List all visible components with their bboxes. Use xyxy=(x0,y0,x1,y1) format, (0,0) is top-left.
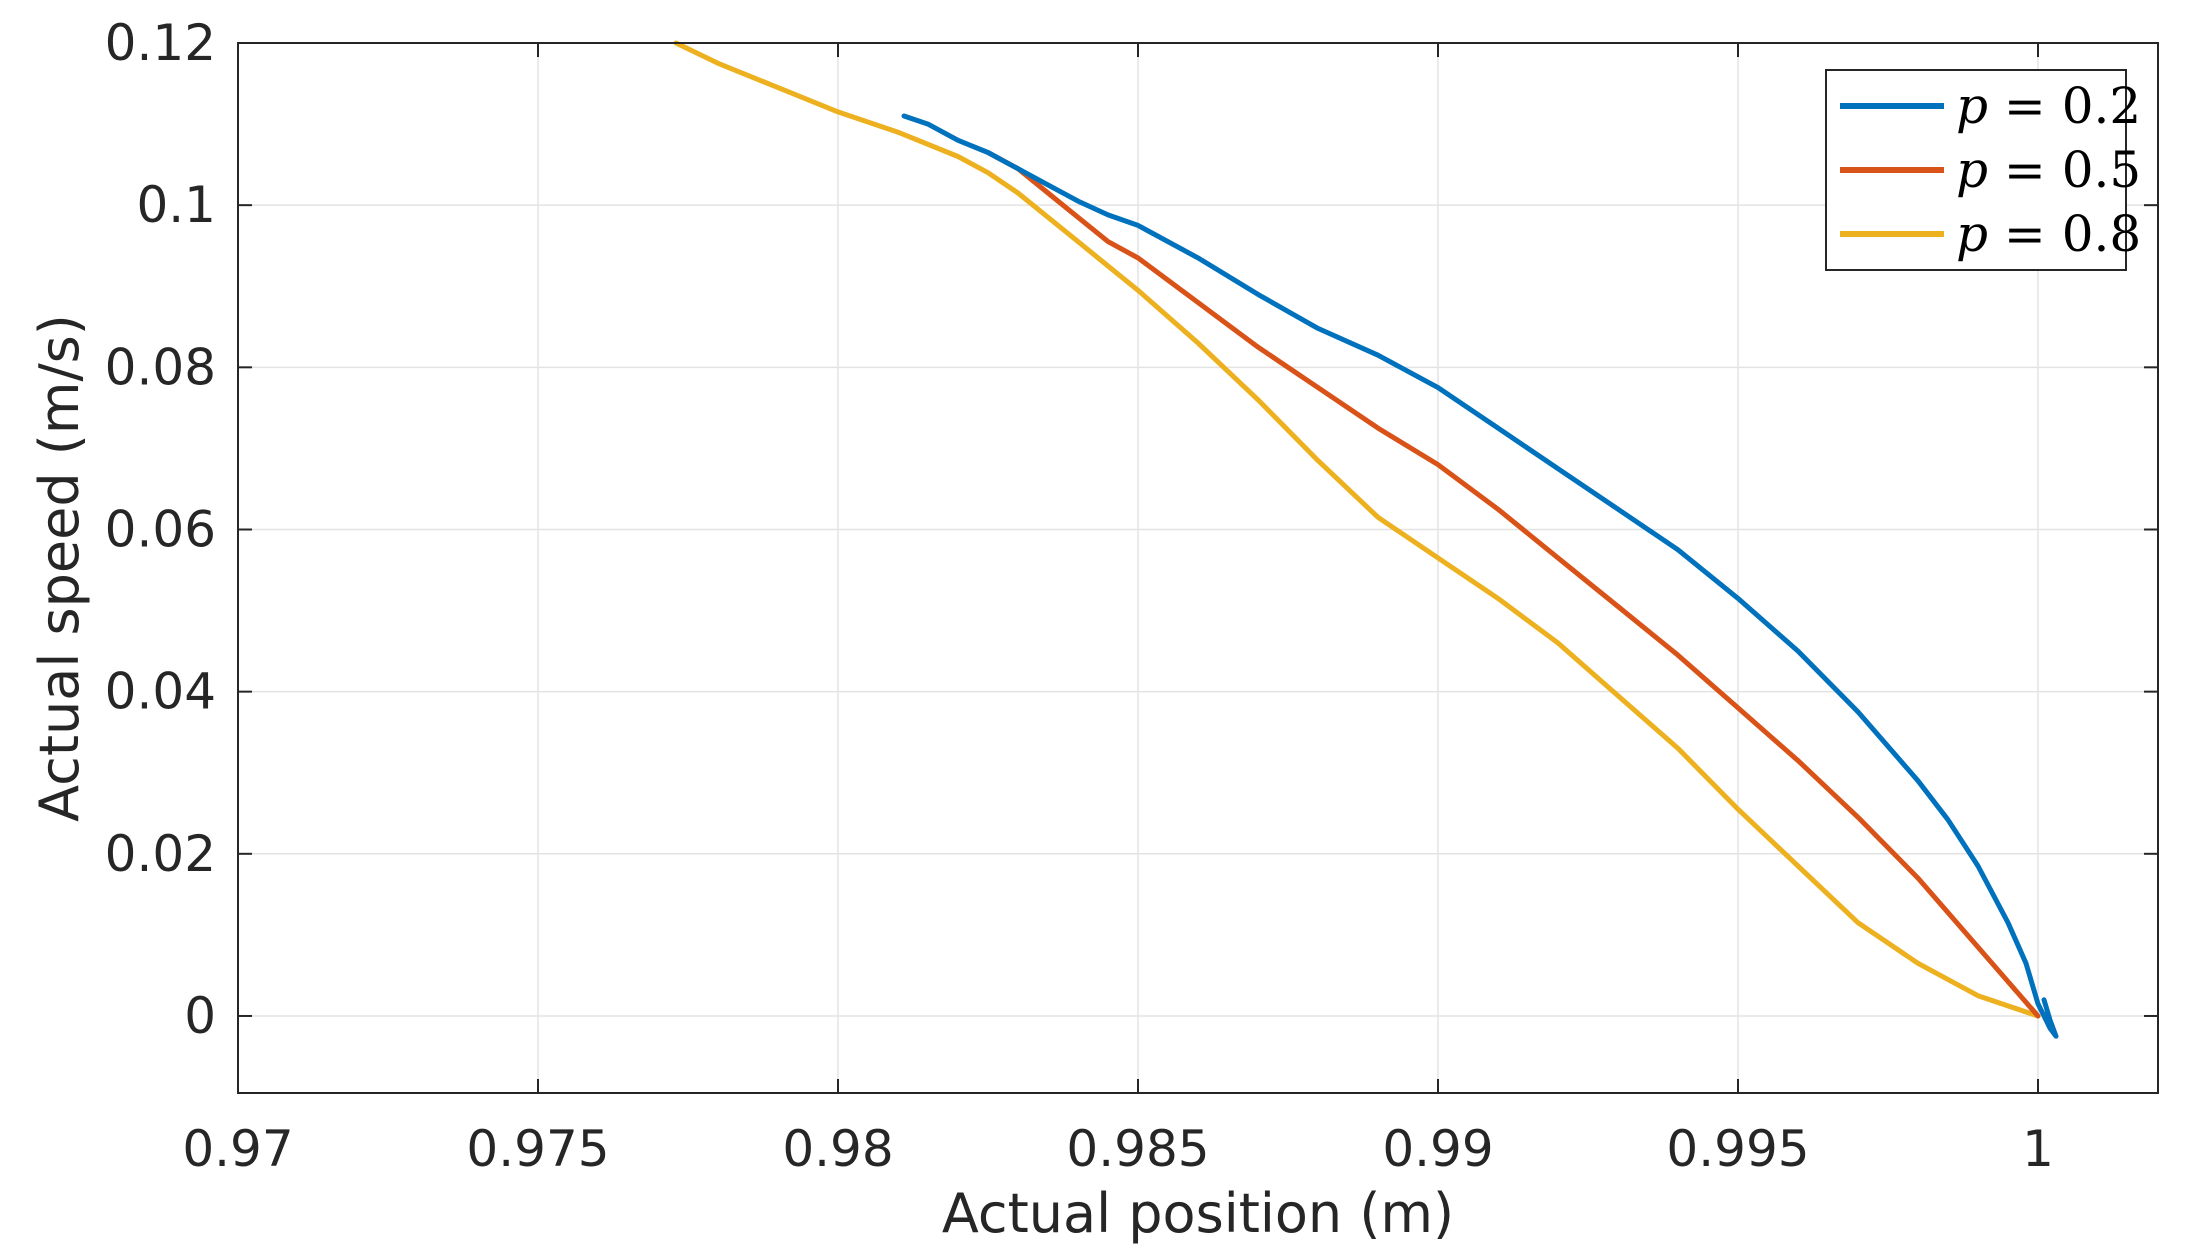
x-axis-title: Actual position (m) xyxy=(942,1182,1454,1245)
x-tick-labels: 0.97 0.975 0.98 0.985 0.99 0.995 1 xyxy=(182,1120,2054,1178)
legend-label: p = 0.5 xyxy=(1956,141,2141,199)
x-tick-label: 0.98 xyxy=(782,1120,893,1178)
y-tick-label: 0.04 xyxy=(105,663,216,721)
legend: p = 0.2 p = 0.5 p = 0.8 xyxy=(1825,69,2141,271)
y-axis-title: Actual speed (m/s) xyxy=(28,314,91,822)
series-line-2 xyxy=(673,40,2041,1019)
legend-label: p = 0.8 xyxy=(1956,205,2141,263)
y-tick-label: 0.1 xyxy=(136,176,216,234)
y-tick-labels: 0 0.02 0.04 0.06 0.08 0.1 0.12 xyxy=(105,14,216,1045)
grid-lines xyxy=(237,42,2158,1093)
y-tick-label: 0 xyxy=(184,987,216,1045)
y-tick-label: 0.08 xyxy=(105,338,216,396)
y-tick-label: 0.12 xyxy=(105,14,216,72)
axis-ticks xyxy=(237,42,2158,1093)
x-tick-label: 0.99 xyxy=(1382,1120,1493,1178)
x-tick-label: 0.975 xyxy=(466,1120,609,1178)
series-line-1 xyxy=(985,150,2041,1019)
series-layer xyxy=(673,40,2059,1039)
x-tick-label: 0.97 xyxy=(182,1120,293,1178)
legend-label: p = 0.2 xyxy=(1956,77,2141,135)
y-tick-label: 0.02 xyxy=(105,825,216,883)
x-tick-label: 1 xyxy=(2022,1120,2054,1178)
x-tick-label: 0.995 xyxy=(1666,1120,1809,1178)
series-line-0 xyxy=(901,113,2059,1039)
plot-box xyxy=(237,42,2159,1094)
x-tick-label: 0.985 xyxy=(1066,1120,1209,1178)
y-tick-label: 0.06 xyxy=(105,500,216,558)
